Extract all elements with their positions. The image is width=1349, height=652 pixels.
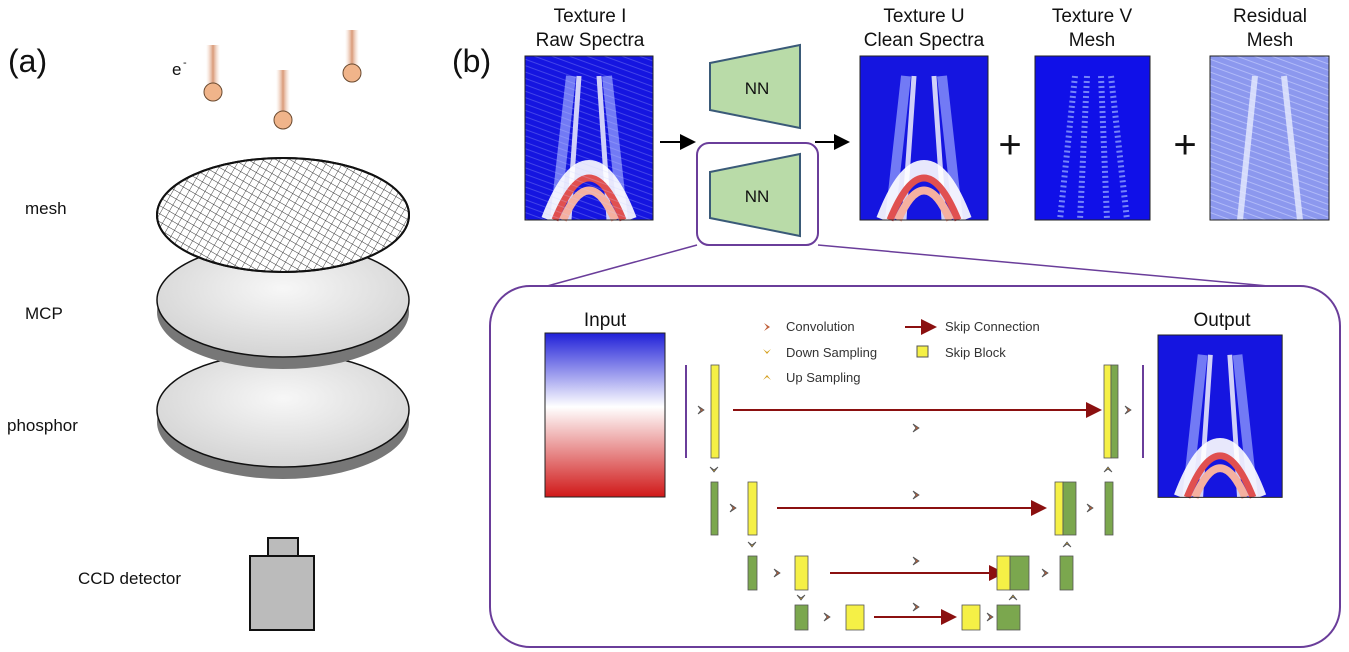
layer-label: mesh [25,199,67,218]
image-subtitle: Mesh [1247,30,1293,51]
electron-beam-part [204,83,222,101]
mesh-disk-part [157,158,409,272]
detector-label: CCD detector [78,569,181,588]
layer-label: phosphor [7,416,78,435]
electron-beam-part [274,111,292,129]
unet-diagram-part [795,605,808,630]
electron-beam-part [343,64,361,82]
panel-a: (a) e - mesh MCP phosphor CCD detector [7,30,409,630]
legend-label: Skip Block [945,345,1006,360]
unet-diagram-part [1104,365,1111,458]
image-title: Texture U [883,6,964,27]
electron-symbol: e [172,60,181,79]
image-subtitle: Clean Spectra [864,30,985,51]
unet-diagram-part [962,605,980,630]
legend-label: Convolution [786,319,855,334]
phosphor-disk [157,353,409,479]
nn-label: NN [745,187,770,206]
unet-diagram-part [997,605,1020,630]
unet-diagram-part [748,556,757,590]
unet-diagram-part [748,482,757,535]
plus-sign: + [1173,123,1196,167]
legend-label: Skip Connection [945,319,1040,334]
clean-spectrum [860,56,988,220]
unet-diagram-part [1063,482,1076,535]
layer-label: MCP [25,304,63,323]
zoom-line [818,245,1290,288]
plus-sign: + [998,123,1021,167]
input-label: Input [584,310,627,331]
clean-spectrum-part [860,56,988,220]
zoom-line [540,245,697,288]
phosphor-disk-part [157,353,409,467]
panel-b: (b) Texture I Raw Spectra NN NN Texture … [452,6,1340,647]
output-image-part [1158,335,1282,497]
output-image [1158,335,1282,497]
ccd-icon-part [268,538,298,556]
raw-spectrum-part [525,56,653,220]
image-subtitle: Raw Spectra [536,30,645,51]
legend-part [917,346,928,357]
unet-diagram-part [711,365,719,458]
image-subtitle: Mesh [1069,30,1115,51]
raw-spectrum [525,56,653,220]
electron-charge: - [183,57,187,69]
unet-diagram-part [1060,556,1073,590]
residual-texture-part [1210,56,1329,220]
ccd-icon [250,538,314,630]
unet-diagram-part [1111,365,1118,458]
image-title: Residual [1233,6,1307,27]
panel-label: (b) [452,43,491,79]
nn-label: NN [745,79,770,98]
image-title: Texture V [1052,6,1133,27]
unet-diagram-part [711,482,718,535]
electron-beam [204,30,361,129]
mesh-texture [1035,56,1150,220]
legend-label: Down Sampling [786,345,877,360]
unet-diagram-part [1055,482,1063,535]
unet-diagram-part [795,556,808,590]
ccd-icon-part [250,556,314,630]
panel-label: (a) [8,43,47,79]
image-title: Texture I [554,6,627,27]
mesh-texture-part [1035,56,1150,220]
unet-diagram-part [997,556,1010,590]
mesh-disk [157,158,409,272]
figure: (a) e - mesh MCP phosphor CCD detector (… [0,0,1349,652]
unet-diagram-part [1105,482,1113,535]
unet-diagram-part [846,605,864,630]
unet-diagram-part [1010,556,1029,590]
input-image [545,333,665,497]
legend-label: Up Sampling [786,370,860,385]
residual-texture [1210,56,1329,220]
output-label: Output [1193,310,1251,331]
